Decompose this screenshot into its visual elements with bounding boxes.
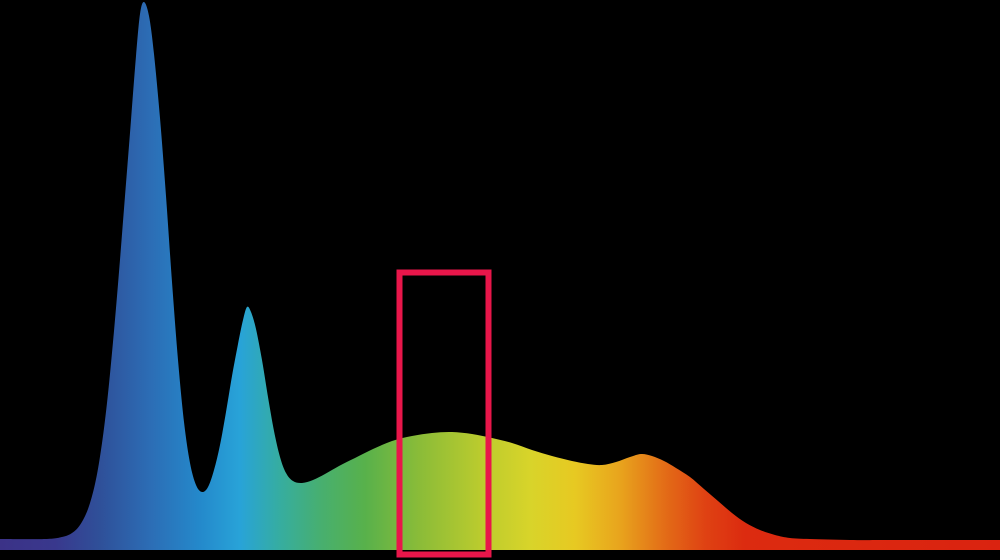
highlight-region-box bbox=[396, 269, 492, 558]
